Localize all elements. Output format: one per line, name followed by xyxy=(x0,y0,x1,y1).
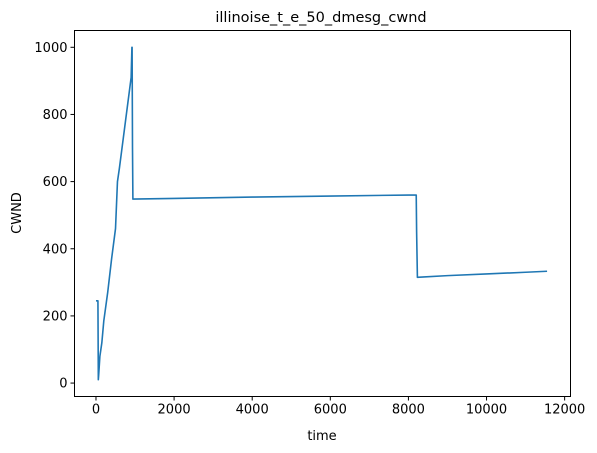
x-axis: 0 2000 4000 6000 8000 10000 12000 xyxy=(92,396,585,418)
y-axis-label: CWND xyxy=(10,192,25,234)
plot-area xyxy=(95,46,548,381)
x-tick-label: 10000 xyxy=(466,403,507,418)
x-tick-label: 12000 xyxy=(544,403,585,418)
y-tick-label: 800 xyxy=(43,108,68,123)
chart-title: illinoise_t_e_50_dmesg_cwnd xyxy=(215,10,426,26)
series-line-0 xyxy=(95,46,548,381)
y-tick-label: 200 xyxy=(43,309,68,324)
y-axis: 0 200 400 600 800 1000 xyxy=(34,41,75,392)
x-tick-label: 4000 xyxy=(236,403,269,418)
x-tick-label: 8000 xyxy=(392,403,425,418)
y-tick-label: 0 xyxy=(59,377,67,392)
y-tick-label: 1000 xyxy=(34,41,67,56)
x-tick-label: 0 xyxy=(92,403,100,418)
x-tick-label: 6000 xyxy=(314,403,347,418)
x-tick-label: 2000 xyxy=(158,403,191,418)
y-tick-label: 400 xyxy=(43,242,68,257)
x-axis-label: time xyxy=(307,429,336,444)
axes-frame xyxy=(74,30,571,397)
y-tick-label: 600 xyxy=(43,175,68,190)
